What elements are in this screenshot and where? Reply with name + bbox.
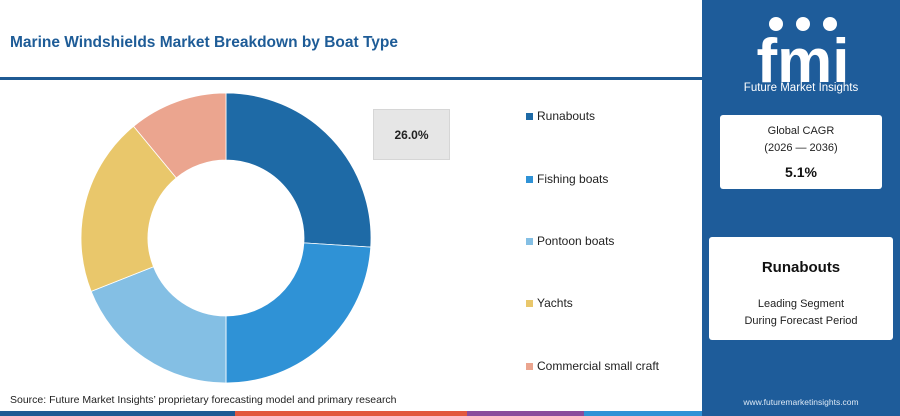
legend-item-pontoon-boats: Pontoon boats (526, 234, 614, 248)
footer-bar-segment (235, 411, 467, 416)
source-note: Source: Future Market Insights’ propriet… (10, 394, 397, 406)
leading-segment-period: During Forecast Period (744, 315, 858, 327)
cagr-value: 5.1% (785, 164, 817, 180)
cagr-title: Global CAGR (767, 125, 835, 137)
donut-slice-pontoon-boats (90, 266, 227, 384)
logo-wordmark: fmi (757, 27, 850, 94)
chart-panel: Marine Windshields Market Breakdown by B… (0, 34, 702, 416)
legend-swatch (526, 299, 533, 307)
donut-slice-yachts (80, 125, 177, 292)
cagr-card: Global CAGR (2026 — 2036) 5.1% (720, 115, 882, 189)
footer-bar-segment (0, 411, 235, 416)
legend-swatch (526, 362, 533, 370)
highlight-value: 26.0% (394, 127, 429, 142)
donut-slice-runabouts (225, 92, 372, 248)
legend-swatch (526, 112, 533, 120)
legend-item-fishing-boats: Fishing boats (526, 172, 608, 186)
leading-segment-card: Runabouts Leading Segment During Forecas… (709, 237, 893, 340)
leading-segment-name: Runabouts (761, 259, 841, 276)
legend-item-yachts: Yachts (526, 296, 573, 310)
footer-bar-segment (467, 411, 584, 416)
title-divider (0, 77, 702, 80)
footer-color-bar (0, 411, 702, 416)
legend-label: Yachts (537, 296, 573, 310)
legend-swatch (526, 237, 533, 245)
logo-globe-icon (823, 17, 837, 31)
leading-segment-caption: Leading Segment (757, 298, 845, 310)
legend-item-runabouts: Runabouts (526, 109, 595, 123)
logo-subtitle: Future Market Insights (743, 82, 859, 94)
legend-item-commercial-small-craft: Commercial small craft (526, 359, 659, 373)
donut-chart (80, 92, 372, 384)
logo-globe-icon (796, 17, 810, 31)
logo-globe-icon (769, 17, 783, 31)
summary-sidebar: fmi Future Market Insights Global CAGR (… (702, 0, 900, 416)
website-url: www.futuremarketinsights.com (743, 397, 859, 407)
donut-slice-fishing-boats (225, 242, 372, 384)
legend-label: Commercial small craft (537, 359, 660, 373)
legend-label: Runabouts (537, 109, 596, 123)
legend-swatch (526, 175, 533, 183)
highlight-value-box: 26.0% (373, 109, 450, 160)
legend-label: Fishing boats (537, 172, 609, 186)
donut-slice-commercial-small-craft (133, 92, 227, 179)
chart-title: Marine Windshields Market Breakdown by B… (10, 34, 399, 51)
footer-bar-segment (584, 411, 702, 416)
legend-label: Pontoon boats (537, 234, 615, 248)
cagr-period: (2026 — 2036) (764, 142, 838, 154)
fmi-logo: fmi (757, 17, 850, 94)
